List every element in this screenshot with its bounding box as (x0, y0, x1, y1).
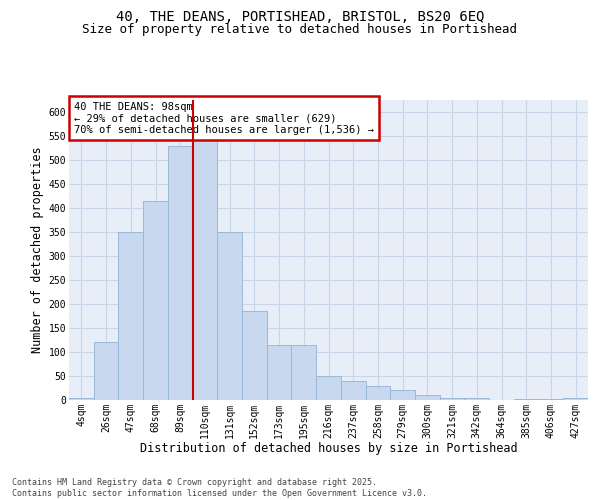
Bar (563, 398, 588, 400)
Bar (539, 398, 563, 400)
Bar (341, 381, 365, 400)
Bar (143, 201, 168, 400)
Bar (440, 398, 464, 400)
Bar (193, 131, 217, 400)
Bar (316, 376, 341, 400)
Bar (514, 398, 539, 400)
Bar (464, 398, 489, 400)
Bar (69, 398, 94, 400)
Text: 40 THE DEANS: 98sqm
← 29% of detached houses are smaller (629)
70% of semi-detac: 40 THE DEANS: 98sqm ← 29% of detached ho… (74, 102, 374, 134)
X-axis label: Distribution of detached houses by size in Portishead: Distribution of detached houses by size … (140, 442, 517, 455)
Bar (242, 311, 267, 400)
Text: 40, THE DEANS, PORTISHEAD, BRISTOL, BS20 6EQ: 40, THE DEANS, PORTISHEAD, BRISTOL, BS20… (116, 10, 484, 24)
Y-axis label: Number of detached properties: Number of detached properties (31, 146, 44, 354)
Bar (267, 345, 292, 400)
Bar (118, 232, 143, 400)
Bar (217, 232, 242, 400)
Bar (415, 395, 440, 400)
Bar (94, 342, 118, 400)
Text: Size of property relative to detached houses in Portishead: Size of property relative to detached ho… (83, 22, 517, 36)
Text: Contains HM Land Registry data © Crown copyright and database right 2025.
Contai: Contains HM Land Registry data © Crown c… (12, 478, 427, 498)
Bar (365, 386, 390, 400)
Bar (292, 345, 316, 400)
Bar (168, 146, 193, 400)
Bar (390, 390, 415, 400)
